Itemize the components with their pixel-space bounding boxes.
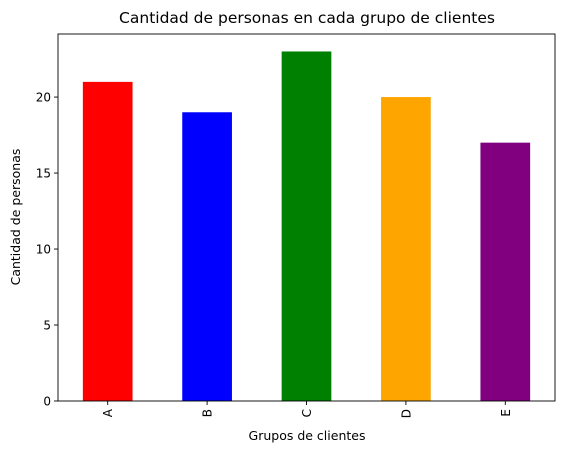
x-tick-label: D	[399, 409, 413, 418]
bar-e	[480, 142, 531, 401]
y-tick-label: 10	[36, 243, 51, 257]
bar-d	[381, 97, 431, 401]
bar-a	[82, 81, 133, 401]
y-axis-label: Cantidad de personas	[8, 149, 23, 286]
x-axis-label: Grupos de clientes	[249, 428, 366, 443]
bar-b	[182, 112, 232, 401]
bar-c	[281, 51, 332, 401]
y-tick-label: 5	[43, 319, 51, 333]
x-tick-label: A	[101, 408, 115, 417]
y-tick-label: 0	[43, 395, 51, 409]
y-tick-label: 15	[36, 167, 51, 181]
x-tick-label: B	[201, 409, 215, 417]
chart-title: Cantidad de personas en cada grupo de cl…	[119, 9, 495, 27]
x-tick-label: E	[499, 409, 513, 417]
plot-frame	[57, 33, 556, 402]
y-tick-label: 20	[36, 91, 51, 105]
x-tick-label: C	[300, 409, 314, 417]
plot-area: 0 5 10 15 20 A B C D E	[36, 51, 531, 418]
